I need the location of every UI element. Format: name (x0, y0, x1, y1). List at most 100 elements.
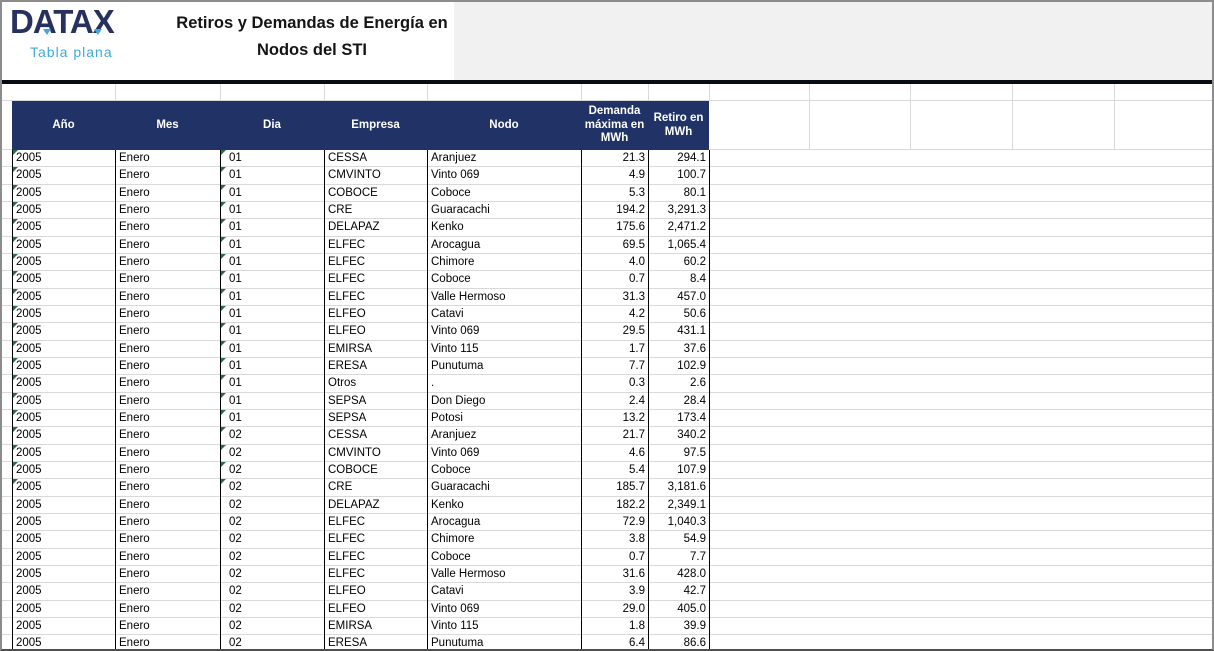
cell-retiro[interactable]: 50.6 (649, 305, 710, 324)
cell-dia[interactable]: 01 (221, 305, 325, 324)
cell-ano[interactable]: 2005 (13, 513, 116, 532)
cell-ano[interactable]: 2005 (13, 392, 116, 410)
cell-dia[interactable]: 02 (221, 479, 325, 497)
cell-retiro[interactable]: 60.2 (649, 253, 710, 272)
cell-retiro[interactable]: 1,040.3 (649, 513, 710, 532)
cell-empresa[interactable]: ELFEO (325, 305, 428, 324)
cell-mes[interactable]: Enero (116, 461, 221, 480)
cell-dia[interactable]: 02 (221, 531, 325, 549)
column-header-ano[interactable]: Año (52, 118, 75, 131)
column-header-retiro[interactable]: Retiro en MWh (653, 111, 704, 138)
cell-empresa[interactable]: ELFEC (325, 253, 428, 272)
cell-dia[interactable]: 01 (221, 150, 325, 168)
cell-dia[interactable]: 02 (221, 427, 325, 445)
cell-ano[interactable]: 2005 (13, 219, 116, 237)
cell-nodo[interactable]: Vinto 115 (428, 617, 582, 636)
cell-retiro[interactable]: 80.1 (649, 184, 710, 202)
cell-empresa[interactable]: COBOCE (325, 461, 428, 480)
cell-nodo[interactable]: Coboce (428, 184, 582, 202)
cell-empresa[interactable]: CMVINTO (325, 444, 428, 462)
cell-mes[interactable]: Enero (116, 305, 221, 324)
cell-retiro[interactable]: 1,065.4 (649, 236, 710, 254)
cell-demanda[interactable]: 21.7 (582, 427, 649, 445)
cell-ano[interactable]: 2005 (13, 167, 116, 185)
cell-dia[interactable]: 02 (221, 444, 325, 462)
cell-nodo[interactable]: Vinto 069 (428, 167, 582, 185)
cell-retiro[interactable]: 428.0 (649, 565, 710, 584)
cell-dia[interactable]: 01 (221, 392, 325, 410)
cell-dia[interactable]: 01 (221, 340, 325, 358)
cell-mes[interactable]: Enero (116, 548, 221, 566)
cell-mes[interactable]: Enero (116, 531, 221, 549)
cell-nodo[interactable]: Don Diego (428, 392, 582, 410)
cell-retiro[interactable]: 173.4 (649, 409, 710, 428)
cell-mes[interactable]: Enero (116, 357, 221, 376)
cell-retiro[interactable]: 294.1 (649, 150, 710, 168)
cell-empresa[interactable]: ELFEO (325, 323, 428, 341)
cell-empresa[interactable]: CRE (325, 201, 428, 220)
cell-demanda[interactable]: 21.3 (582, 150, 649, 168)
cell-mes[interactable]: Enero (116, 496, 221, 514)
cell-demanda[interactable]: 1.8 (582, 617, 649, 636)
cell-demanda[interactable]: 72.9 (582, 513, 649, 532)
cell-mes[interactable]: Enero (116, 271, 221, 289)
cell-nodo[interactable]: Coboce (428, 548, 582, 566)
cell-nodo[interactable]: . (428, 375, 582, 393)
cell-ano[interactable]: 2005 (13, 444, 116, 462)
cell-nodo[interactable]: Catavi (428, 583, 582, 601)
cell-empresa[interactable]: ELFEC (325, 271, 428, 289)
cell-retiro[interactable]: 39.9 (649, 617, 710, 636)
cell-demanda[interactable]: 31.3 (582, 288, 649, 306)
cell-nodo[interactable]: Punutuma (428, 357, 582, 376)
cell-ano[interactable]: 2005 (13, 409, 116, 428)
cell-dia[interactable]: 02 (221, 565, 325, 584)
cell-retiro[interactable]: 2.6 (649, 375, 710, 393)
cell-dia[interactable]: 02 (221, 513, 325, 532)
cell-nodo[interactable]: Punutuma (428, 635, 582, 649)
cell-dia[interactable]: 01 (221, 357, 325, 376)
cell-demanda[interactable]: 185.7 (582, 479, 649, 497)
cell-ano[interactable]: 2005 (13, 288, 116, 306)
cell-demanda[interactable]: 4.9 (582, 167, 649, 185)
cell-demanda[interactable]: 0.7 (582, 548, 649, 566)
cell-retiro[interactable]: 37.6 (649, 340, 710, 358)
cell-ano[interactable]: 2005 (13, 531, 116, 549)
cell-empresa[interactable]: EMIRSA (325, 617, 428, 636)
cell-empresa[interactable]: ELFEC (325, 288, 428, 306)
cell-dia[interactable]: 01 (221, 409, 325, 428)
cell-ano[interactable]: 2005 (13, 236, 116, 254)
column-header-demanda[interactable]: Demanda máxima en MWh (584, 104, 645, 145)
cell-nodo[interactable]: Vinto 115 (428, 340, 582, 358)
cell-nodo[interactable]: Vinto 069 (428, 444, 582, 462)
cell-dia[interactable]: 01 (221, 271, 325, 289)
cell-ano[interactable]: 2005 (13, 323, 116, 341)
cell-retiro[interactable]: 3,181.6 (649, 479, 710, 497)
cell-mes[interactable]: Enero (116, 236, 221, 254)
cell-demanda[interactable]: 13.2 (582, 409, 649, 428)
cell-dia[interactable]: 02 (221, 617, 325, 636)
cell-mes[interactable]: Enero (116, 427, 221, 445)
cell-demanda[interactable]: 29.0 (582, 600, 649, 618)
cell-demanda[interactable]: 3.8 (582, 531, 649, 549)
cell-empresa[interactable]: ELFEC (325, 531, 428, 549)
cell-ano[interactable]: 2005 (13, 253, 116, 272)
cell-empresa[interactable]: SEPSA (325, 409, 428, 428)
cell-mes[interactable]: Enero (116, 253, 221, 272)
cell-ano[interactable]: 2005 (13, 357, 116, 376)
cell-empresa[interactable]: DELAPAZ (325, 219, 428, 237)
cell-nodo[interactable]: Aranjuez (428, 150, 582, 168)
cell-nodo[interactable]: Kenko (428, 219, 582, 237)
cell-nodo[interactable]: Guaracachi (428, 201, 582, 220)
cell-ano[interactable]: 2005 (13, 184, 116, 202)
cell-ano[interactable]: 2005 (13, 375, 116, 393)
cell-dia[interactable]: 02 (221, 600, 325, 618)
cell-demanda[interactable]: 31.6 (582, 565, 649, 584)
cell-ano[interactable]: 2005 (13, 565, 116, 584)
cell-empresa[interactable]: ELFEC (325, 513, 428, 532)
cell-dia[interactable]: 02 (221, 461, 325, 480)
cell-dia[interactable]: 01 (221, 219, 325, 237)
cell-empresa[interactable]: ELFEO (325, 600, 428, 618)
cell-empresa[interactable]: COBOCE (325, 184, 428, 202)
cell-retiro[interactable]: 2,471.2 (649, 219, 710, 237)
cell-demanda[interactable]: 4.6 (582, 444, 649, 462)
